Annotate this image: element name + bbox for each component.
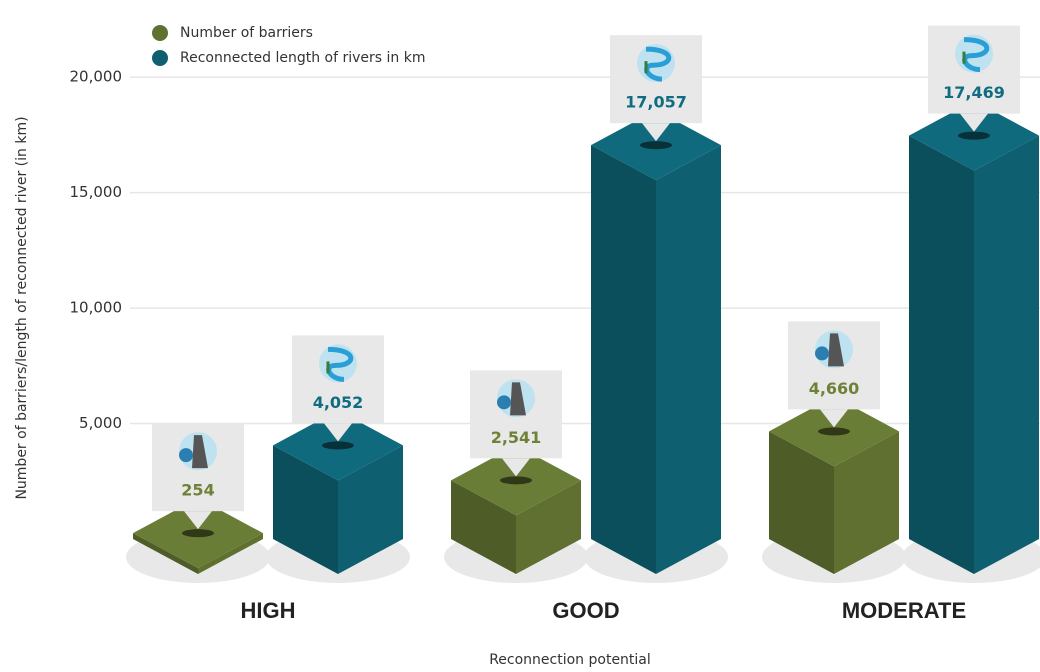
bar-marker: [640, 141, 672, 150]
callout-pointer: [820, 409, 848, 428]
y-tick-label: 5,000: [79, 414, 122, 432]
y-tick-label: 20,000: [70, 68, 123, 86]
value-label: 4,052: [313, 393, 364, 412]
value-label: 2,541: [491, 428, 542, 447]
icon-river: [644, 46, 672, 82]
bar: [516, 480, 581, 574]
x-tick-label: HIGH: [241, 598, 296, 623]
legend-swatch: [152, 25, 168, 41]
value-label: 254: [181, 481, 214, 500]
y-axis-title: Number of barriers/length of reconnected…: [14, 116, 30, 499]
bar-marker: [182, 529, 214, 538]
callout-pointer: [502, 458, 530, 477]
icon-dam: [510, 382, 526, 416]
callout-pointer: [324, 423, 352, 442]
icon-river: [962, 37, 990, 73]
callout-pointer: [642, 123, 670, 142]
bar: [338, 445, 403, 574]
bar-marker: [818, 427, 850, 436]
callout-pointer: [184, 511, 212, 530]
x-axis-title: Reconnection potential: [489, 652, 651, 668]
bar-marker: [322, 441, 354, 450]
bar: [591, 145, 656, 574]
bar-marker: [500, 476, 532, 485]
bar: [451, 480, 516, 574]
value-label: 17,057: [625, 93, 687, 112]
x-tick-label: GOOD: [552, 598, 619, 623]
legend-label: Number of barriers: [180, 25, 313, 41]
bar: [909, 135, 974, 574]
y-tick-label: 15,000: [70, 183, 123, 201]
bar: [273, 445, 338, 574]
icon-dam: [192, 435, 208, 469]
bar-marker: [958, 131, 990, 140]
y-tick-label: 10,000: [70, 299, 123, 317]
icon-river: [326, 346, 354, 382]
bar: [656, 145, 721, 574]
icon-dam: [828, 333, 844, 367]
icon-water: [815, 346, 829, 361]
value-label: 4,660: [809, 379, 860, 398]
bar: [133, 533, 198, 574]
legend-label: Reconnected length of rivers in km: [180, 50, 426, 66]
bar: [974, 135, 1039, 574]
bar: [834, 431, 899, 574]
bar: [198, 533, 263, 574]
icon-water: [497, 395, 511, 410]
x-tick-label: MODERATE: [842, 598, 966, 623]
legend-swatch: [152, 50, 168, 66]
value-label: 17,469: [943, 83, 1005, 102]
icon-water: [179, 448, 193, 463]
callout-pointer: [960, 113, 988, 132]
bar: [769, 431, 834, 574]
